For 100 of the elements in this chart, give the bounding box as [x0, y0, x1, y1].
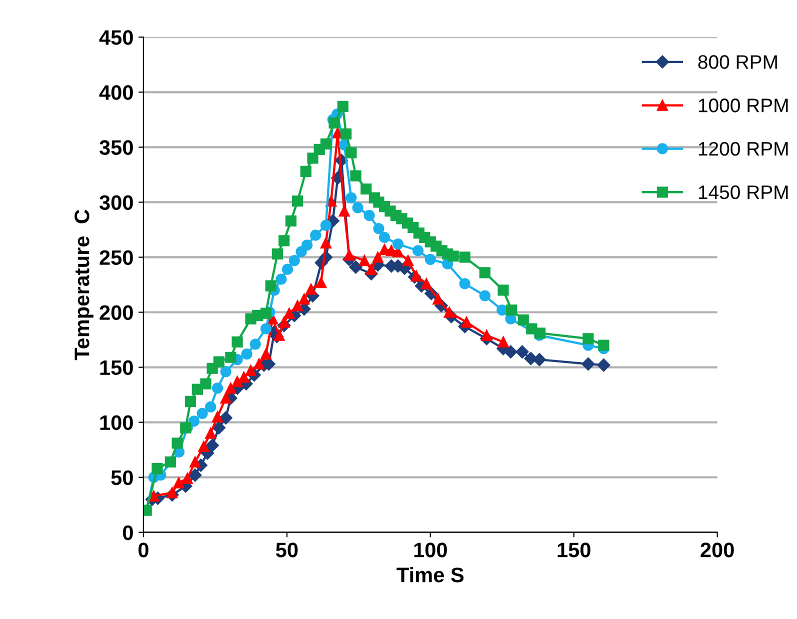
y-tick-label: 350	[99, 140, 133, 155]
point	[196, 408, 208, 420]
y-tick-label: 300	[99, 195, 133, 210]
point	[212, 411, 224, 422]
point	[410, 270, 422, 282]
point	[205, 428, 216, 439]
point	[182, 472, 193, 484]
y-tick-label: 200	[100, 305, 133, 320]
legend-label: 800 RPM	[698, 55, 777, 69]
legend-label: 1000 RPM	[698, 98, 788, 112]
point	[506, 304, 518, 316]
point	[378, 232, 390, 243]
point	[172, 438, 183, 449]
point	[278, 235, 290, 246]
y-tick-label: 400	[99, 85, 133, 100]
point	[392, 238, 404, 250]
y-axis-title: Temperature C	[74, 210, 94, 360]
point	[166, 487, 178, 498]
point	[598, 340, 610, 351]
point	[479, 267, 490, 278]
point	[212, 421, 226, 434]
point	[344, 249, 355, 261]
point	[328, 117, 340, 129]
point	[504, 345, 518, 358]
point	[516, 345, 529, 358]
point	[498, 336, 509, 348]
point	[300, 166, 312, 177]
point	[320, 220, 332, 231]
point	[225, 352, 236, 363]
y-tick-label: 150	[100, 360, 133, 376]
point	[285, 215, 296, 226]
point	[337, 100, 348, 112]
point	[250, 338, 261, 350]
point	[205, 401, 216, 412]
point	[265, 280, 276, 292]
point	[198, 440, 210, 452]
point	[200, 378, 212, 390]
point	[597, 358, 610, 372]
legend-label: 1200 RPM	[698, 142, 788, 156]
point	[460, 316, 472, 328]
point	[148, 490, 160, 502]
point	[241, 348, 252, 360]
point	[152, 462, 163, 474]
point	[260, 308, 272, 319]
x-tick-label: 100	[414, 542, 447, 558]
point	[349, 260, 362, 274]
point	[232, 376, 243, 388]
point	[360, 183, 372, 195]
point	[316, 276, 327, 288]
point	[444, 306, 455, 318]
x-tick-label: 0	[138, 542, 148, 558]
point	[164, 456, 176, 468]
point	[346, 192, 357, 204]
point	[190, 456, 201, 468]
point	[245, 365, 256, 376]
point	[292, 300, 304, 312]
point	[432, 293, 444, 305]
point	[352, 202, 364, 214]
point	[350, 170, 362, 182]
point	[298, 293, 310, 305]
point	[173, 477, 184, 488]
point	[310, 230, 322, 241]
point	[301, 240, 313, 251]
point	[213, 356, 224, 368]
point	[188, 416, 200, 427]
y-tick-label: 250	[100, 250, 133, 265]
point	[320, 237, 332, 248]
point	[292, 196, 304, 207]
x-tick-label: 150	[558, 542, 590, 558]
point	[402, 254, 414, 266]
point	[448, 250, 459, 262]
point	[282, 264, 294, 275]
x-tick-label: 50	[276, 542, 298, 558]
point	[272, 248, 284, 260]
point	[532, 352, 546, 366]
point	[254, 358, 265, 370]
point	[320, 138, 332, 150]
y-tick-label: 450	[99, 30, 133, 45]
point	[212, 382, 224, 394]
point	[358, 254, 370, 266]
point	[582, 357, 595, 371]
point	[364, 210, 375, 221]
x-axis-title: Time S	[396, 567, 464, 582]
point	[459, 278, 470, 290]
point	[373, 223, 384, 234]
point	[220, 392, 232, 404]
point	[184, 396, 196, 407]
point	[459, 252, 470, 263]
point	[260, 323, 272, 334]
point	[346, 147, 357, 158]
x-tick-label: 200	[700, 542, 734, 558]
point	[225, 382, 236, 394]
point	[276, 274, 287, 285]
point	[288, 254, 300, 266]
point	[366, 264, 377, 275]
y-tick-label: 50	[111, 470, 133, 486]
point	[220, 366, 232, 378]
legend-label: 1450 RPM	[698, 185, 788, 200]
point	[481, 330, 492, 341]
y-tick-label: 0	[122, 525, 133, 540]
